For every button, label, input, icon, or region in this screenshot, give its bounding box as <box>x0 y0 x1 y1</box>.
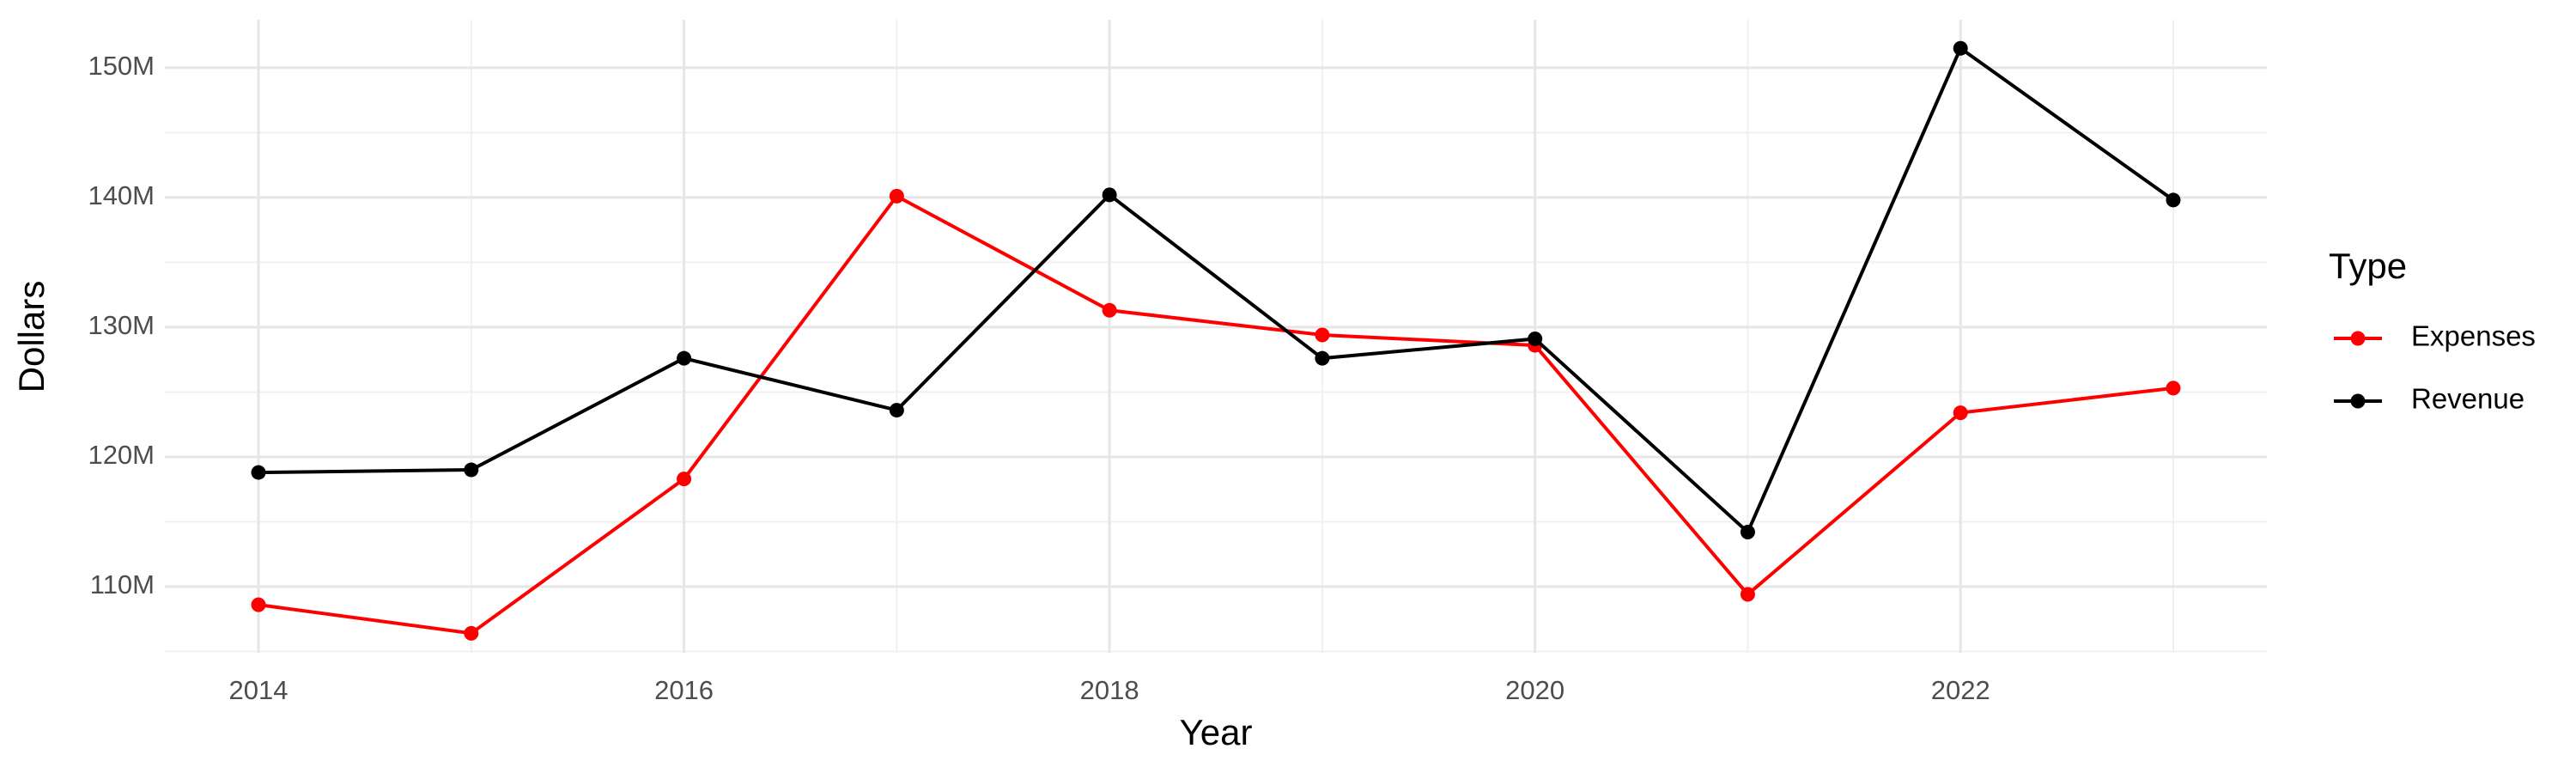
x-tick-label: 2014 <box>229 675 289 705</box>
data-point <box>464 462 479 478</box>
x-tick-label: 2018 <box>1080 675 1139 705</box>
data-point <box>251 597 266 612</box>
data-point <box>889 188 904 204</box>
data-point <box>889 403 904 418</box>
data-point <box>1740 525 1755 540</box>
legend-label: Expenses <box>2411 320 2536 352</box>
y-tick-label: 150M <box>88 51 155 81</box>
series-line <box>258 193 2174 636</box>
y-axis-title: Dollars <box>11 281 52 393</box>
data-point <box>2166 192 2181 208</box>
data-point <box>1102 187 1117 203</box>
y-tick-label: 120M <box>88 440 155 470</box>
data-point <box>1315 327 1330 343</box>
data-point <box>1740 587 1755 602</box>
data-point <box>1102 302 1117 318</box>
data-point <box>1528 332 1543 347</box>
data-point <box>677 472 692 487</box>
legend-key-point <box>2350 393 2366 409</box>
x-axis-title: Year <box>1180 712 1253 752</box>
y-tick-label: 110M <box>90 569 155 600</box>
x-tick-label: 2022 <box>1931 675 1990 705</box>
data-point <box>1315 350 1330 366</box>
y-tick-label: 130M <box>88 310 155 340</box>
data-point <box>464 625 479 641</box>
x-tick-label: 2016 <box>654 675 714 705</box>
data-point <box>1953 405 1968 421</box>
series-line <box>258 46 2175 535</box>
y-tick-label: 140M <box>88 180 155 210</box>
data-point <box>251 465 266 480</box>
legend-label: Revenue <box>2411 383 2524 415</box>
x-tick-label: 2020 <box>1505 675 1564 705</box>
data-point <box>677 350 692 366</box>
data-point <box>1953 40 1968 56</box>
legend-key-point <box>2350 331 2366 346</box>
data-point <box>2166 380 2181 396</box>
legend-title: Type <box>2329 246 2407 286</box>
